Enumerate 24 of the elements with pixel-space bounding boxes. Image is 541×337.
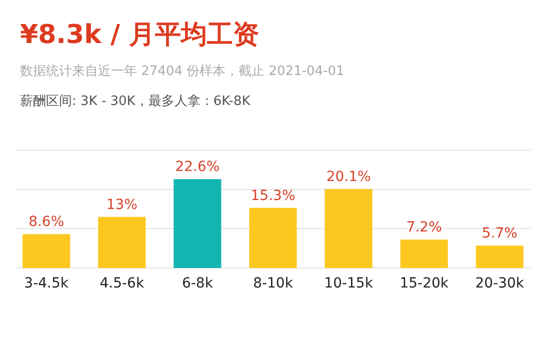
x-tick-label: 3-4.5k [24, 276, 70, 292]
x-tick-label: 10-15k [324, 276, 374, 292]
bar [98, 216, 146, 268]
data-label: 20.1% [326, 168, 371, 185]
data-label: 15.3% [250, 188, 296, 204]
data-label: 8.6% [28, 214, 64, 230]
bar [22, 234, 70, 268]
x-tick-label: 20-30k [475, 276, 525, 292]
bar [324, 188, 372, 268]
bar [174, 179, 222, 268]
x-tick-label: 6-8k [182, 276, 214, 292]
data-label: 13% [106, 196, 138, 213]
x-tick-label: 15-20k [400, 276, 450, 292]
bar [400, 240, 448, 268]
x-tick-label: 8-10k [253, 276, 294, 292]
chart-title: ¥8.3k / 月平均工资 [20, 19, 260, 52]
data-label: 22.6% [175, 159, 220, 176]
bar [476, 246, 524, 268]
chart-subtitle: 数据统计来自近一年 27404 份样本，截止 2021-04-01 [20, 63, 344, 80]
x-tick-label: 4.5-6k [100, 276, 145, 292]
text: 薪酬区间: 3K - 30K，最多人拿：6K-8K [20, 93, 252, 110]
data-label: 5.7% [482, 226, 518, 242]
data-label: 7.2% [406, 220, 442, 236]
bar [249, 208, 297, 268]
